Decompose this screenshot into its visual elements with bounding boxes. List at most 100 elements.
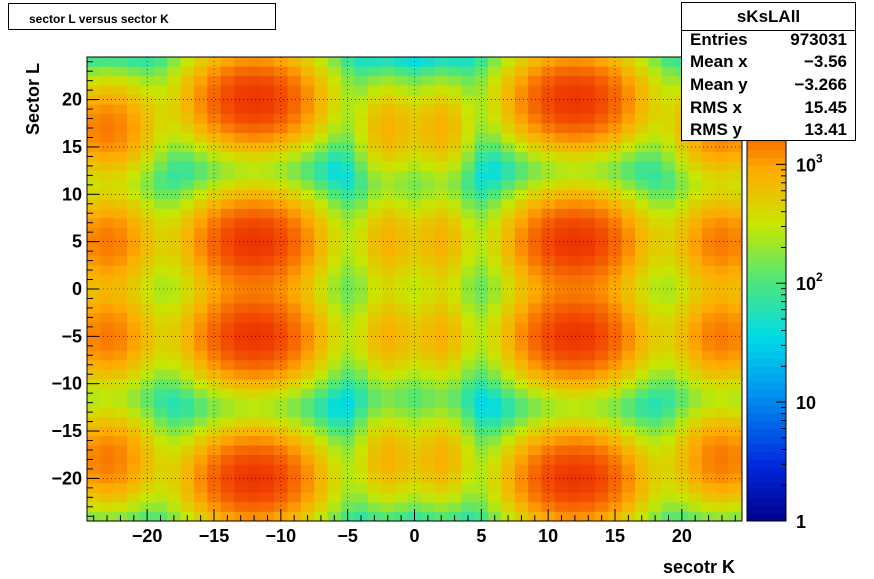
heatmap-cell <box>407 293 422 304</box>
heatmap-cell <box>648 217 663 228</box>
heatmap-cell <box>153 123 168 134</box>
heatmap-cell <box>568 407 582 418</box>
heatmap-cell <box>381 161 395 171</box>
heatmap-cell <box>113 199 128 209</box>
heatmap-cell <box>381 57 395 67</box>
heatmap-cell <box>568 435 582 446</box>
heatmap-cell <box>220 312 235 323</box>
heatmap-cell <box>688 435 703 446</box>
heatmap-cell <box>421 350 435 361</box>
heatmap-cell <box>474 397 489 408</box>
heatmap-cell <box>247 397 262 408</box>
heatmap-cell <box>554 57 569 67</box>
heatmap-cell <box>394 445 409 456</box>
heatmap-cell <box>661 246 676 257</box>
heatmap-cell <box>701 492 716 503</box>
heatmap-cell <box>434 104 449 115</box>
heatmap-cell <box>234 350 248 361</box>
heatmap-cell <box>354 180 369 190</box>
heatmap-cell <box>87 227 101 238</box>
heatmap-cell <box>528 236 542 247</box>
heatmap-cell <box>568 464 582 474</box>
heatmap-cell <box>274 142 288 152</box>
heatmap-cell <box>247 151 262 162</box>
heatmap-cell <box>180 199 195 209</box>
heatmap-cell <box>287 341 302 351</box>
heatmap-cell <box>234 464 248 474</box>
heatmap-cell <box>180 416 195 427</box>
heatmap-cell <box>220 113 235 124</box>
heatmap-cell <box>528 180 542 190</box>
heatmap-cell <box>488 464 502 474</box>
heatmap-cell <box>501 397 516 408</box>
heatmap-cell <box>621 341 636 351</box>
heatmap-cell <box>501 161 516 171</box>
heatmap-cell <box>541 170 556 181</box>
heatmap-cell <box>287 227 302 238</box>
heatmap-cell <box>354 388 369 399</box>
heatmap-cell <box>247 388 262 399</box>
heatmap-cell <box>274 369 288 380</box>
heatmap-cell <box>554 369 569 380</box>
heatmap-cell <box>421 492 435 503</box>
heatmap-cell <box>87 350 101 361</box>
heatmap-cell <box>715 341 729 351</box>
heatmap-cell <box>501 246 516 257</box>
heatmap-cell <box>635 189 649 200</box>
heatmap-cell <box>354 502 369 512</box>
heatmap-cell <box>247 132 262 143</box>
heatmap-cell <box>514 208 529 219</box>
heatmap-cell <box>153 454 168 465</box>
heatmap-cell <box>447 85 462 96</box>
heatmap-cell <box>153 369 168 380</box>
heatmap-cell <box>461 445 475 456</box>
heatmap-cell <box>434 113 449 124</box>
heatmap-cell <box>501 293 516 304</box>
heatmap-cell <box>367 369 382 380</box>
heatmap-cell <box>461 274 475 285</box>
heatmap-cell <box>180 66 195 77</box>
heatmap-cell <box>474 94 489 105</box>
heatmap-cell <box>648 435 663 446</box>
heatmap-cell <box>300 66 315 77</box>
heatmap-cell <box>354 360 369 370</box>
heatmap-cell <box>340 180 355 190</box>
heatmap-cell <box>594 284 609 295</box>
heatmap-cell <box>434 502 449 512</box>
heatmap-cell <box>715 407 729 418</box>
heatmap-cell <box>180 113 195 124</box>
heatmap-cell <box>407 66 422 77</box>
heatmap-cell <box>541 227 556 238</box>
heatmap-cell <box>514 473 529 484</box>
heatmap-cell <box>153 189 168 200</box>
heatmap-cell <box>568 85 582 96</box>
heatmap-cell <box>287 132 302 143</box>
heatmap-cell <box>434 274 449 285</box>
heatmap-cell <box>528 435 542 446</box>
heatmap-cell <box>234 161 248 171</box>
heatmap-cell <box>394 132 409 143</box>
heatmap-cell <box>554 208 569 219</box>
heatmap-cell <box>274 322 288 332</box>
heatmap-cell <box>488 274 502 285</box>
heatmap-cell <box>528 350 542 361</box>
heatmap-cell <box>541 369 556 380</box>
heatmap-cell <box>635 170 649 181</box>
heatmap-cell <box>300 75 315 86</box>
heatmap-cell <box>140 66 155 77</box>
heatmap-cell <box>127 445 141 456</box>
heatmap-cell <box>528 416 542 427</box>
heatmap-cell <box>180 255 195 266</box>
heatmap-cell <box>434 180 449 190</box>
heatmap-cell <box>113 322 128 332</box>
heatmap-cell <box>594 369 609 380</box>
heatmap-cell <box>127 341 141 351</box>
heatmap-cell <box>153 284 168 295</box>
heatmap-cell <box>113 397 128 408</box>
heatmap-cell <box>554 199 569 209</box>
heatmap-cell <box>541 255 556 266</box>
heatmap-cell <box>528 189 542 200</box>
heatmap-cell <box>701 416 716 427</box>
heatmap-cell <box>300 303 315 313</box>
heatmap-cell <box>314 388 328 399</box>
